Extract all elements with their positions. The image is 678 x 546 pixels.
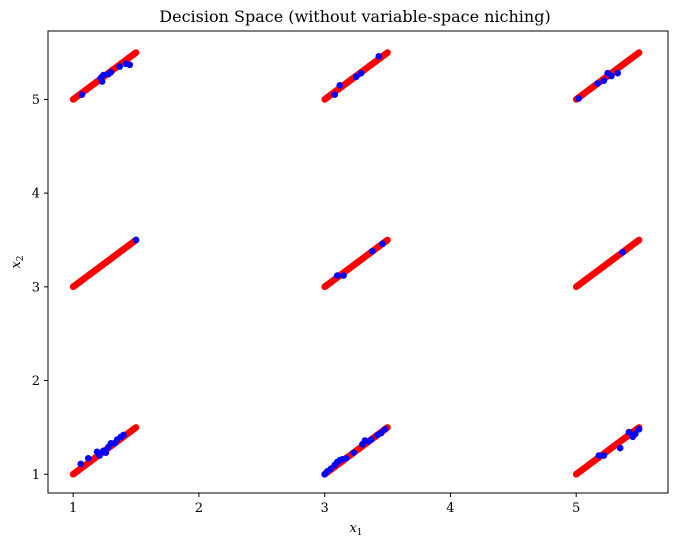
blue-point: [614, 69, 621, 77]
red-point: [635, 236, 643, 244]
y-axis-label: x2: [9, 255, 26, 268]
axes-frame: [47, 30, 669, 494]
x-axis-label: x1: [349, 521, 362, 538]
red-point: [384, 49, 391, 56]
blue-point: [632, 430, 639, 438]
blue-point: [375, 53, 383, 60]
blue-point: [96, 452, 103, 459]
blue-point: [625, 428, 633, 436]
blue-point: [369, 247, 376, 255]
y-tick-label: 3: [32, 280, 40, 295]
y-tick-label: 4: [32, 187, 40, 202]
blue-point: [357, 69, 365, 77]
x-tick-label: 4: [446, 501, 454, 516]
red-segment-1: [69, 236, 140, 291]
blue-point: [340, 272, 347, 279]
plot-area: [69, 49, 643, 478]
blue-point: [98, 78, 106, 85]
y-tick-label: 2: [32, 374, 40, 389]
blue-point: [600, 452, 608, 459]
x-tick-label: 5: [572, 501, 580, 516]
blue-point: [102, 449, 110, 457]
y-axis-ticks: 1 2 3 4 5: [32, 93, 48, 483]
red-point: [132, 424, 140, 431]
blue-point: [107, 68, 115, 76]
blue-point: [595, 452, 603, 459]
blue-point: [126, 61, 134, 69]
blue-point: [84, 455, 92, 462]
blue-points: [77, 53, 643, 478]
red-segment-2: [69, 49, 140, 103]
blue-point: [333, 272, 341, 279]
chart-title: Decision Space (without variable-space n…: [159, 7, 550, 26]
blue-point: [350, 449, 357, 457]
blue-point: [116, 63, 123, 70]
blue-point: [78, 91, 86, 99]
blue-point: [635, 425, 643, 433]
blue-point: [608, 72, 615, 80]
blue-point: [600, 77, 608, 84]
x-tick-label: 1: [69, 501, 77, 516]
blue-point: [77, 460, 84, 468]
red-point: [132, 49, 140, 56]
blue-point: [352, 73, 360, 81]
blue-point: [575, 95, 583, 102]
blue-point: [616, 444, 624, 452]
blue-point: [331, 91, 339, 99]
blue-point: [381, 425, 389, 433]
red-point: [635, 49, 643, 56]
x-axis-ticks: 1 2 3 4 5: [69, 493, 580, 516]
blue-point: [100, 71, 107, 79]
blue-point: [132, 236, 140, 244]
y-tick-label: 5: [32, 93, 40, 108]
blue-point: [367, 436, 375, 443]
x-tick-label: 2: [195, 501, 203, 516]
red-point: [384, 236, 391, 244]
blue-point: [594, 80, 601, 87]
blue-point: [379, 240, 386, 248]
x-tick-label: 3: [321, 501, 329, 516]
blue-point: [336, 82, 344, 89]
red-segment-7: [572, 236, 643, 291]
y-tick-label: 1: [32, 468, 40, 483]
blue-point: [342, 455, 350, 462]
blue-point: [120, 431, 127, 439]
blue-point: [619, 248, 627, 256]
